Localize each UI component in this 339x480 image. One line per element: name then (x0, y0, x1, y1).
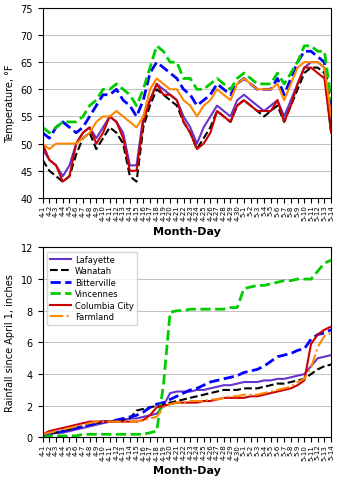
Legend: Lafayette, Wanatah, Bitterville, Vincennes, Columbia City, Farmland: Lafayette, Wanatah, Bitterville, Vincenn… (47, 252, 137, 325)
Y-axis label: Rainfall since April 1, inches: Rainfall since April 1, inches (5, 274, 15, 411)
Y-axis label: Temperature, °F: Temperature, °F (5, 64, 15, 143)
X-axis label: Month-Day: Month-Day (153, 465, 221, 475)
X-axis label: Month-Day: Month-Day (153, 226, 221, 236)
